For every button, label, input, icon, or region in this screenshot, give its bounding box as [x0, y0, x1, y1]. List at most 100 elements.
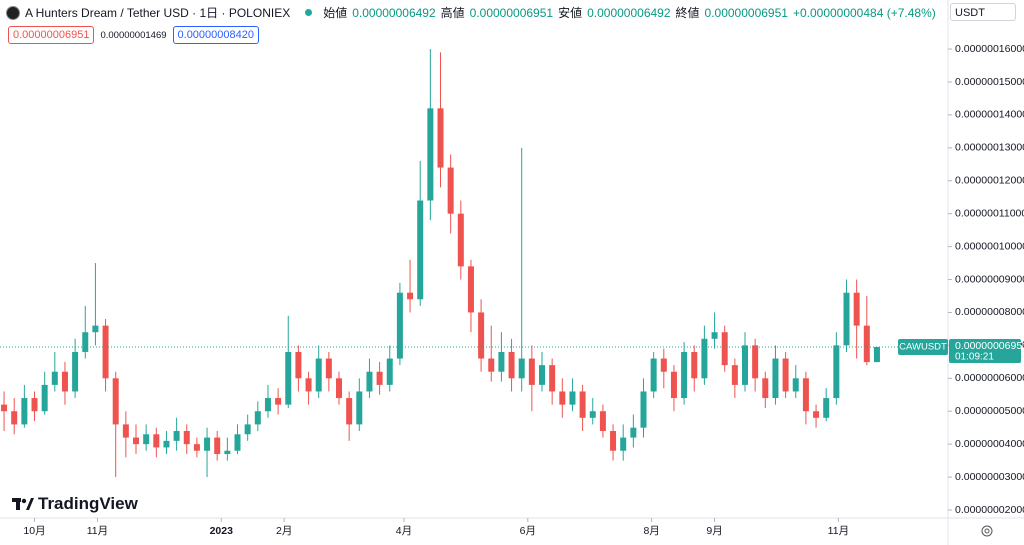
y-tick-label: 0.00000012000: [955, 175, 1024, 187]
candle-body: [21, 398, 28, 425]
candle-body: [823, 398, 830, 418]
y-tick-label: 0.00000008000: [955, 306, 1024, 318]
candle-body: [752, 345, 759, 379]
close-label: 終値: [675, 6, 700, 20]
y-tick-label: 0.00000013000: [955, 142, 1024, 154]
chip-bid[interactable]: 0.00000008420: [172, 26, 259, 44]
candle-body: [31, 398, 38, 412]
logo-mark: [12, 498, 34, 510]
candle-body: [1, 404, 8, 412]
candle-body: [660, 358, 667, 372]
x-tick-label: 11月: [87, 525, 108, 537]
candle-body: [193, 444, 200, 451]
candle-body: [437, 108, 444, 168]
candle-body: [711, 332, 718, 339]
candle-body: [407, 292, 414, 300]
candle-body: [305, 378, 312, 392]
brand-name: TradingView: [38, 494, 138, 513]
settings-icon[interactable]: [981, 525, 993, 537]
candle-body: [579, 391, 586, 418]
candle-body: [51, 371, 58, 385]
candle-body: [254, 411, 261, 425]
legend-header: A Hunters Dream / Tether USD · 1日 · POLO…: [6, 4, 936, 21]
candle-body: [386, 358, 393, 385]
candle-body: [640, 391, 647, 428]
price-tag-symbol-bg: [898, 338, 948, 355]
candle-body: [204, 437, 211, 451]
candle-body: [569, 391, 576, 405]
symbol-name[interactable]: A Hunters Dream / Tether USD · 1日 · POLO…: [25, 6, 291, 20]
high-value: 0.00000006951: [469, 5, 554, 20]
candle-body: [264, 398, 271, 412]
candle-body: [802, 378, 809, 412]
y-tick-label: 0.00000004000: [955, 438, 1024, 450]
symbol-icon: [6, 5, 20, 20]
candle-body: [782, 358, 789, 392]
candle-body: [285, 351, 292, 405]
candle-body: [244, 424, 251, 435]
candle-body: [792, 378, 799, 392]
candle-body: [295, 351, 302, 379]
candle-body: [72, 351, 79, 392]
candle-body: [41, 384, 48, 412]
candle-body: [863, 325, 870, 363]
price-tag-symbol: CAWUSDT: [899, 342, 947, 353]
candle-body: [427, 108, 434, 201]
candle-body: [417, 200, 424, 300]
y-tick-label: 0.00000011000: [955, 207, 1024, 219]
candle-body: [772, 358, 779, 399]
candle-body: [559, 391, 566, 405]
y-tick-label: 0.00000003000: [955, 471, 1024, 483]
y-tick-label: 0.00000014000: [955, 109, 1024, 121]
candle-body: [346, 398, 353, 425]
candle-body: [82, 332, 89, 352]
candle-body: [508, 351, 515, 379]
candle-body: [731, 365, 738, 385]
price-tag-countdown: 01:09:21: [955, 352, 994, 363]
x-tick-label: 8月: [643, 525, 659, 537]
x-tick-label: 6月: [520, 525, 536, 537]
change-value: +0.00000000484 (+7.48%): [792, 5, 936, 20]
currency-selector[interactable]: USDT: [950, 3, 1016, 21]
x-tick-label: 10月: [23, 525, 45, 537]
candle-body: [701, 338, 708, 379]
candle-body: [153, 434, 160, 448]
candle-body: [599, 411, 606, 431]
candle-body: [122, 424, 129, 438]
candle-body: [721, 332, 728, 366]
candle-body: [549, 365, 556, 392]
candle-body: [691, 351, 698, 379]
y-tick-label: 0.00000002000: [955, 504, 1024, 516]
candle-body: [92, 325, 99, 333]
candle-body: [447, 167, 454, 214]
candle-body: [224, 450, 231, 455]
candle-body: [498, 351, 505, 372]
candle-body: [873, 346, 880, 363]
candle-body: [630, 427, 637, 438]
candle-body: [163, 440, 170, 448]
candle-body: [356, 391, 363, 425]
candle-body: [681, 351, 688, 399]
low-label: 安値: [558, 6, 583, 20]
candle-body: [650, 358, 657, 392]
candle-body: [620, 437, 627, 451]
candle-body: [325, 358, 332, 379]
candle-body: [143, 434, 150, 445]
candle-body: [528, 358, 535, 385]
candle-body: [112, 378, 119, 425]
candle-body: [173, 430, 180, 441]
candle-body: [133, 437, 140, 445]
candle-body: [833, 345, 840, 399]
brand-logo: TradingView: [12, 494, 138, 514]
y-tick-label: 0.00000015000: [955, 76, 1024, 88]
candle-body: [214, 437, 221, 455]
close-value: 0.00000006951: [704, 5, 788, 20]
chip-ask[interactable]: 0.00000006951: [8, 26, 95, 44]
candle-body: [457, 213, 464, 267]
candle-body: [11, 411, 18, 425]
candle-body: [275, 398, 282, 405]
open-value: 0.00000006492: [352, 5, 436, 20]
x-tick-label: 4月: [396, 525, 412, 537]
